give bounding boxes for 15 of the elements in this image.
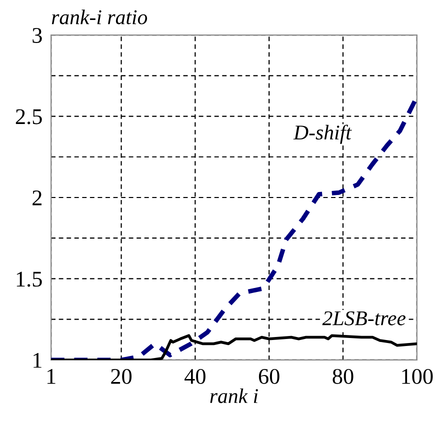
y-tick-label: 3 bbox=[32, 28, 42, 43]
x-axis-title: rank i bbox=[210, 388, 258, 404]
x-tick-label: 1 bbox=[47, 369, 56, 384]
x-tick-label: 80 bbox=[332, 368, 354, 384]
y-tick-label: 1.5 bbox=[16, 272, 42, 287]
x-tick-label: 20 bbox=[111, 368, 132, 384]
y-axis-title: rank-i ratio bbox=[52, 10, 148, 24]
y-tick-label: 1 bbox=[34, 353, 42, 368]
x-tick-label: 100 bbox=[402, 368, 433, 384]
y-tick-label: 2 bbox=[32, 190, 42, 206]
x-tick-label: 60 bbox=[258, 368, 280, 384]
x-tick-label: 40 bbox=[184, 368, 206, 384]
series-label: 2LSB-tree bbox=[322, 311, 406, 326]
y-tick-label: 2.5 bbox=[16, 109, 42, 124]
series-label: D-shift bbox=[293, 124, 352, 144]
